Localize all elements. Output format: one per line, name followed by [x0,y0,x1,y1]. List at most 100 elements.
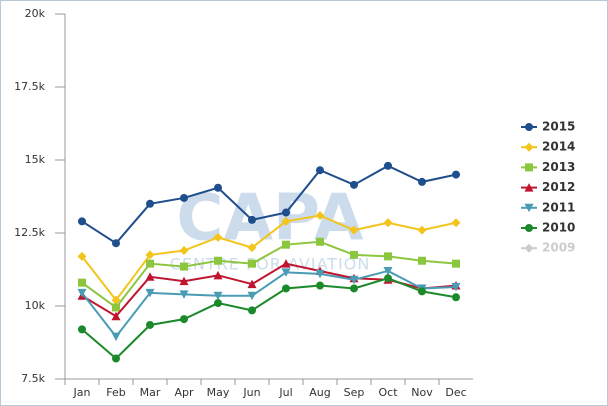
data-point [383,266,393,276]
data-point [180,315,188,324]
data-point [350,284,358,293]
data-point [452,293,460,302]
data-point [146,259,154,268]
data-point [213,270,223,280]
legend-label: 2014 [542,140,575,154]
data-point [384,252,392,261]
data-point [316,281,324,290]
legend-marker [524,142,534,152]
data-point [146,320,154,329]
data-point [452,259,460,268]
data-point [111,332,121,342]
y-tick-label: 17.5k [14,80,45,93]
x-tick-label: Aug [309,386,330,399]
data-point [281,268,291,277]
data-point [111,295,121,305]
x-tick-label: Oct [378,386,398,399]
x-tick-label: Sep [344,386,365,399]
data-point [418,287,426,296]
data-point [146,199,154,208]
x-tick-label: May [207,386,230,399]
series-line [81,277,457,360]
data-point [179,290,189,299]
legend-label: 2009 [542,241,575,255]
data-point [315,269,325,279]
data-point [316,237,324,246]
series-line [81,240,457,309]
data-point [180,262,188,271]
data-point [350,250,358,259]
data-point [214,299,222,308]
data-point [247,243,257,253]
legend-marker [524,243,534,253]
data-point [316,166,324,175]
series-line [81,269,457,339]
x-tick-label: Apr [174,386,194,399]
data-point [77,251,87,261]
data-point [145,250,155,260]
y-tick-label: 10k [25,299,46,312]
data-point [282,240,290,249]
data-point [78,278,86,287]
x-tick-label: Feb [106,386,125,399]
data-point [418,256,426,265]
legend-label: 2010 [542,221,575,235]
data-point [418,177,426,186]
series-line [81,164,457,245]
data-point [179,276,189,286]
legend-label: 2013 [542,160,575,174]
data-point [112,354,120,363]
data-point [248,306,256,315]
data-point [349,275,359,285]
data-point [247,279,257,289]
data-point [349,225,359,235]
legend-marker [525,163,533,172]
data-point [282,208,290,217]
y-tick-label: 15k [25,153,46,166]
legend-marker [524,183,534,192]
data-point [77,288,87,298]
x-tick-label: Mar [140,386,161,399]
x-tick-label: Jul [278,386,292,399]
data-point [248,215,256,224]
data-point [145,288,155,298]
legend-label: 2011 [542,200,575,214]
data-point [247,291,257,301]
data-point [214,256,222,265]
x-tick-label: Jun [242,386,260,399]
x-tick-label: Nov [411,386,433,399]
legend: 2015 2014 2013 2012 2011 2010 2009 [521,120,575,255]
y-tick-label: 7.5k [21,372,45,385]
data-point [281,216,291,226]
data-point [179,246,189,256]
data-point [213,232,223,242]
data-point [214,183,222,192]
data-point [78,217,86,226]
y-tick-label: 12.5k [14,226,45,239]
x-tick-label: Jan [73,386,91,399]
data-point [384,274,392,283]
data-point [78,325,86,334]
series-line [81,214,457,302]
data-point [451,283,461,292]
data-point [451,218,461,228]
data-point [248,259,256,268]
data-point [384,161,392,170]
data-point [112,303,120,312]
legend-label: 2012 [542,180,575,194]
data-point [282,284,290,293]
data-point [112,239,120,248]
y-tick-label: 20k [25,7,46,20]
watermark-title: CAPA [176,182,364,256]
data-point [111,311,121,321]
x-tick-label: Dec [445,386,466,399]
data-point [417,225,427,235]
data-point [180,193,188,202]
watermark: CAPA CENTRE FOR AVIATION [170,182,370,274]
data-point [213,291,223,301]
data-point [315,210,325,220]
data-point [383,218,393,228]
legend-marker [524,203,534,213]
data-point [145,272,155,281]
